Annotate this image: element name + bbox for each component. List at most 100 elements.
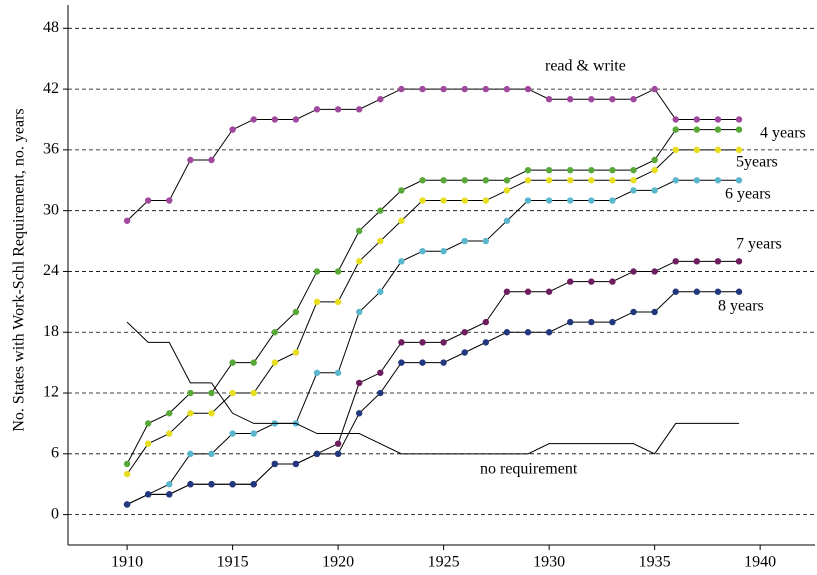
data-point [672,288,679,295]
data-point [398,217,405,224]
data-point [714,288,722,295]
data-point [398,359,405,366]
data-point [651,156,658,164]
data-point [545,329,553,336]
data-point [229,359,236,366]
y-tick-label: 30 [43,201,59,218]
data-point [356,227,363,235]
data-point [377,369,384,376]
series-label: 4 years [760,125,806,142]
data-point [166,430,173,437]
data-point [419,177,426,184]
series-label: 7 years [736,236,782,253]
series-label: no requirement [480,461,578,478]
data-point [630,166,637,174]
data-point [356,410,363,417]
y-tick-label: 24 [43,262,59,279]
data-point [334,106,342,113]
x-tick-label: 1930 [533,554,565,571]
data-point [609,318,616,326]
data-point [166,197,173,204]
data-point [482,85,490,93]
data-point [419,197,426,204]
data-point [398,339,405,346]
data-point [292,116,300,123]
data-point [250,116,257,123]
data-point [503,288,511,295]
data-point [735,116,743,123]
data-point [208,481,215,488]
data-point [693,146,701,154]
data-point [588,96,595,103]
data-point [313,298,321,306]
data-point [461,329,468,336]
data-point [735,258,743,265]
data-point [461,177,468,184]
data-point [672,146,679,154]
data-point [313,268,321,275]
data-point [419,339,426,346]
y-tick-label: 0 [51,505,59,522]
data-point [144,420,152,427]
data-point [461,85,468,93]
data-point [545,197,553,204]
data-point [714,177,722,184]
data-point [693,116,701,123]
data-point [250,430,257,437]
data-point [714,126,722,133]
data-point [714,258,722,265]
x-tick-label: 1910 [111,554,143,571]
data-point [292,349,300,356]
data-point [123,460,131,468]
data-point [482,237,490,245]
series-line [126,129,740,465]
data-point [651,187,658,194]
data-point [672,126,679,133]
y-tick-label: 12 [43,384,59,401]
data-point [567,197,574,204]
data-point [187,481,194,488]
data-point [588,177,595,184]
data-point [356,258,363,265]
data-point [166,491,173,498]
data-point [735,146,743,154]
data-point [482,197,490,204]
data-point [398,258,405,265]
series-line [126,321,740,455]
series-label: read & write [545,58,626,75]
x-tick-label: 1915 [217,554,249,571]
data-point [588,197,595,204]
data-point [292,308,300,316]
data-point [250,389,257,397]
x-tick-label: 1925 [428,554,460,571]
data-point [123,501,131,508]
data-point [187,156,194,164]
data-point [503,217,511,224]
data-point [588,166,595,174]
data-point [334,450,342,458]
data-point [545,177,553,184]
data-point [440,85,447,93]
data-point [524,197,532,204]
data-point [166,410,173,417]
series-label: 8 years [718,298,764,315]
data-point [545,166,553,174]
data-point [250,359,257,366]
data-point [313,450,321,458]
y-tick-label: 42 [43,80,59,97]
x-tick-label: 1920 [322,554,354,571]
data-point [588,318,595,326]
data-point [630,268,637,275]
data-point [609,96,616,103]
data-point [482,318,490,326]
data-point [166,481,173,488]
series-line [126,149,740,475]
data-point [693,258,701,265]
data-point [398,187,405,194]
data-point [377,288,384,295]
data-point [250,481,257,488]
data-point [461,349,468,356]
data-point [651,268,658,275]
data-point [123,470,131,478]
